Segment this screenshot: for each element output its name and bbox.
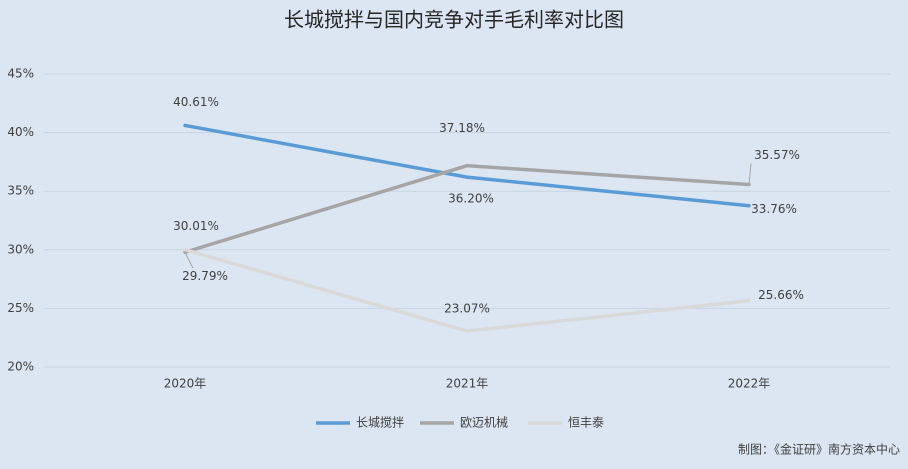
data-label: 36.20% (448, 192, 494, 206)
chart-title: 长城搅拌与国内竞争对手毛利率对比图 (284, 8, 624, 32)
x-tick-label: 2022年 (728, 377, 771, 391)
series-line (183, 123, 751, 208)
y-tick-label: 40% (7, 125, 34, 139)
series-line (183, 247, 751, 333)
label-leader (748, 163, 752, 185)
data-label: 29.79% (182, 269, 228, 283)
legend-label: 长城搅拌 (356, 415, 404, 430)
x-tick-label: 2021年 (446, 377, 489, 391)
x-tick-label: 2020年 (164, 377, 207, 391)
source-note: 制图：《金证研》南方资本中心 (738, 442, 900, 457)
y-tick-label: 25% (7, 301, 34, 315)
label-leader (184, 252, 194, 269)
y-tick-label: 35% (7, 184, 34, 198)
y-tick-label: 20% (7, 360, 34, 374)
data-label: 30.01% (173, 219, 219, 233)
legend-label: 欧迈机械 (460, 415, 508, 430)
data-label: 33.76% (751, 202, 797, 216)
data-label: 25.66% (758, 288, 804, 302)
data-label: 40.61% (173, 95, 219, 109)
series-line (183, 163, 751, 255)
data-label: 23.07% (444, 302, 490, 316)
legend-label: 恒丰泰 (568, 416, 604, 430)
y-tick-label: 45% (7, 67, 34, 81)
data-label: 37.18% (439, 121, 485, 135)
y-tick-label: 30% (7, 242, 34, 256)
data-label: 35.57% (754, 148, 800, 162)
